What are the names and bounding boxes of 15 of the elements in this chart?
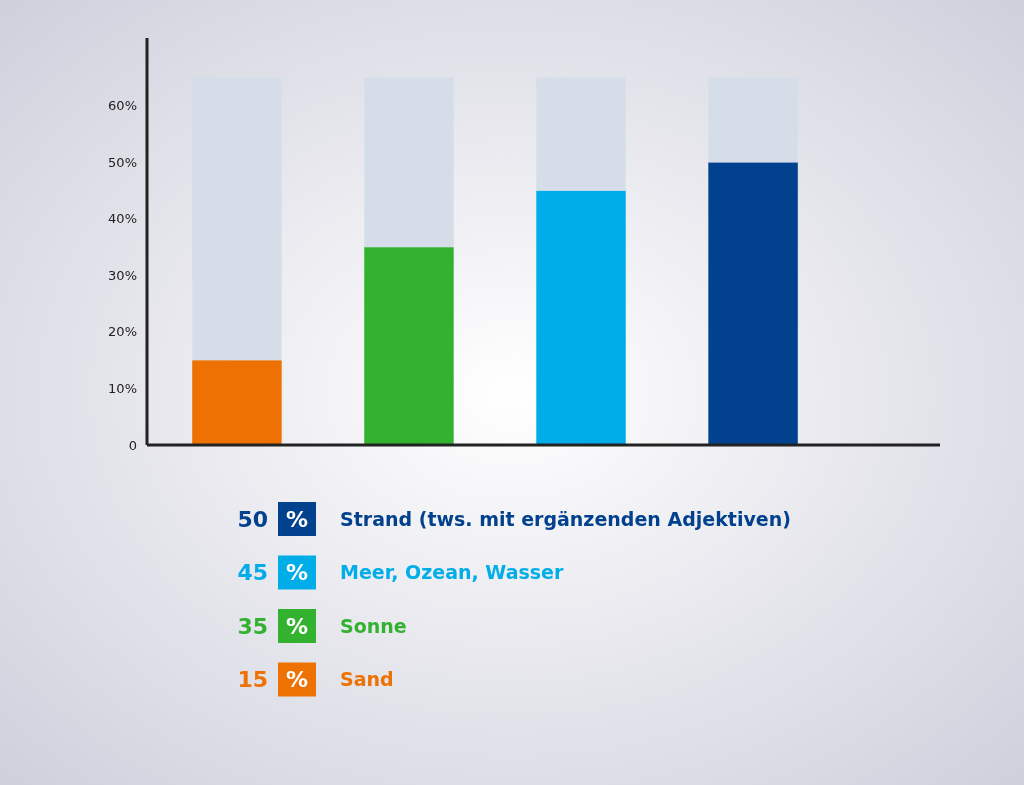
text: 45 % [237, 560, 309, 586]
legend-label: Sonne [340, 614, 407, 637]
y-tick-label: 50% [108, 154, 137, 170]
text: 35 % [237, 613, 309, 639]
text: 15 % [237, 667, 309, 693]
y-tick-label: 40% [108, 211, 137, 227]
legend-label: Sand [340, 668, 394, 691]
legend-label: Meer, Ozean, Wasser [340, 561, 564, 584]
legend-label: Strand (tws. mit ergänzenden Adjektiven) [340, 507, 791, 530]
y-tick-label: 10% [108, 381, 137, 397]
y-tick-label: 20% [108, 324, 137, 340]
y-tick-label: 30% [108, 267, 137, 283]
text: 50 % [237, 506, 309, 532]
y-tick-label: 0 [128, 437, 137, 453]
y-tick-label: 60% [108, 98, 137, 114]
